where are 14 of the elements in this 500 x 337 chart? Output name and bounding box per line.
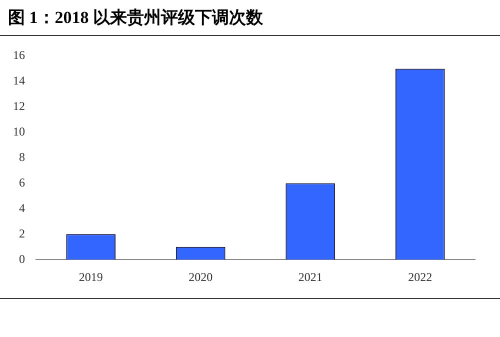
y-tick-label: 10 <box>13 124 25 139</box>
y-tick-label: 0 <box>19 252 25 266</box>
y-tick-label: 8 <box>19 150 25 164</box>
y-tick-label: 16 <box>13 48 25 62</box>
y-tick-label: 4 <box>19 200 25 215</box>
y-tick-label: 12 <box>13 99 25 114</box>
x-tick-label: 2021 <box>298 270 322 284</box>
y-tick-label: 14 <box>13 74 25 88</box>
x-tick-label: 2020 <box>188 270 213 284</box>
y-tick-label: 6 <box>19 175 25 190</box>
x-tick-label: 2019 <box>78 270 103 284</box>
x-tick-label: 2022 <box>408 270 432 284</box>
chart-title: 图 1：2018 以来贵州评级下调次数 <box>0 0 500 36</box>
y-tick-label: 2 <box>19 226 25 240</box>
